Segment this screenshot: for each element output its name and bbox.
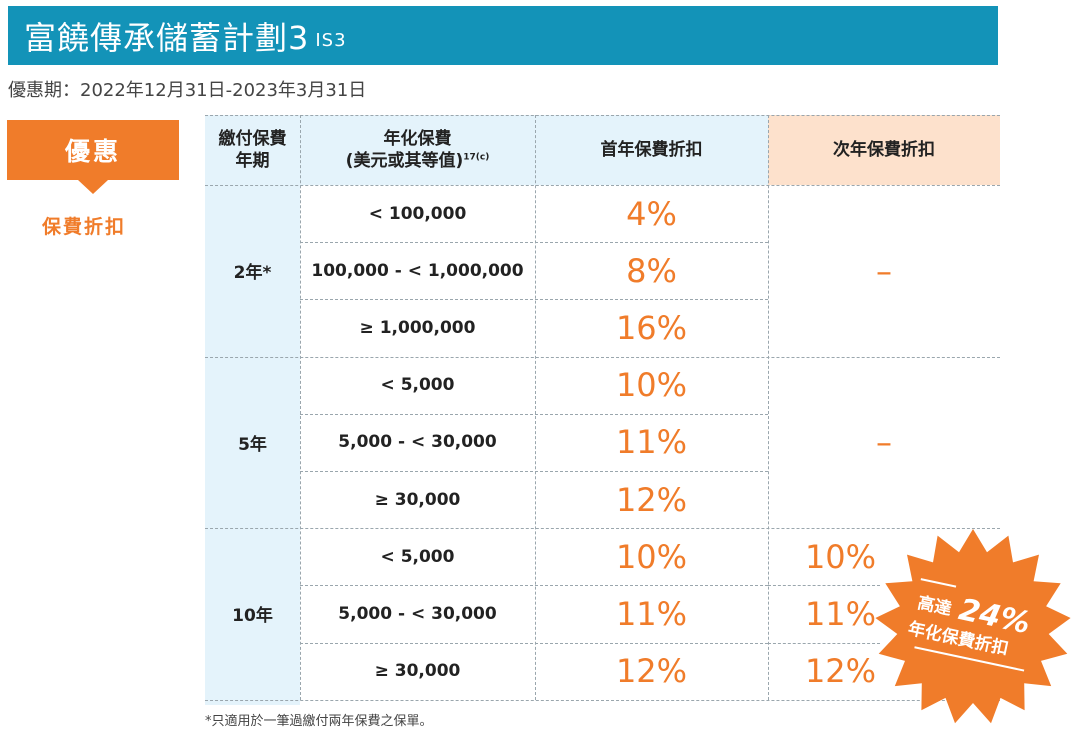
first-year-cell: 4% xyxy=(626,194,677,233)
first-year-cell: 8% xyxy=(626,251,677,290)
term-column-bg xyxy=(205,115,300,705)
header-second-year: 次年保費折扣 xyxy=(833,139,935,160)
grid-line xyxy=(205,185,1000,186)
badge-rule-bottom xyxy=(914,646,1025,672)
second-year-cell: 12% xyxy=(804,652,877,691)
grid-line xyxy=(205,528,1000,530)
offer-tag-pointer xyxy=(78,180,108,194)
starburst-shape xyxy=(875,529,1071,724)
first-year-cell: 11% xyxy=(615,594,688,633)
grid-line xyxy=(768,115,769,700)
term-cell: 2年* xyxy=(233,263,272,284)
discount-starburst-badge: 高達 24% 年化保費折扣 xyxy=(875,529,1071,724)
grid-line xyxy=(300,242,768,244)
header-premium: 年化保費 (美元或其等值)17(c) xyxy=(300,115,535,185)
first-year-cell: 12% xyxy=(615,480,688,519)
header-first-year: 首年保費折扣 xyxy=(600,139,703,160)
header-term: 繳付保費 年期 xyxy=(218,128,287,171)
header-premium-footnote-ref: 17(c) xyxy=(463,152,490,163)
grid-line xyxy=(768,585,880,587)
first-year-cell: 16% xyxy=(615,308,688,347)
premium-cell: ≥ 1,000,000 xyxy=(359,317,476,338)
badge-rule-top xyxy=(920,578,957,588)
grid-line xyxy=(300,642,768,644)
premium-cell: < 5,000 xyxy=(380,375,455,396)
premium-cell: 100,000 - < 1,000,000 xyxy=(311,260,524,281)
second-year-cell: 10% xyxy=(804,537,877,576)
promo-period: 優惠期：2022年12月31日-2023年3月31日 xyxy=(8,80,367,101)
title-bar: 富饒傳承儲蓄計劃3 IS3 xyxy=(8,6,998,65)
premium-cell: 5,000 - < 30,000 xyxy=(338,603,497,624)
plan-code: IS3 xyxy=(315,30,347,51)
first-year-cell: 11% xyxy=(615,423,688,462)
header-premium-label: 年化保費 (美元或其等值) xyxy=(345,128,464,171)
premium-cell: ≥ 30,000 xyxy=(374,489,461,510)
second-year-cell: 11% xyxy=(804,594,877,633)
first-year-cell: 10% xyxy=(615,366,688,405)
term-cell: 5年 xyxy=(238,434,267,455)
first-year-cell: 10% xyxy=(615,537,688,576)
grid-line xyxy=(300,413,768,415)
grid-line xyxy=(300,471,768,472)
offer-tag: 優惠 xyxy=(7,120,179,180)
grid-line xyxy=(300,299,768,301)
second-year-cell: – xyxy=(876,251,892,290)
footnote: *只適用於一筆過繳付兩年保費之保單。 xyxy=(205,714,433,729)
grid-line xyxy=(205,115,1000,116)
grid-line xyxy=(300,115,301,700)
premium-cell: ≥ 30,000 xyxy=(374,661,461,682)
header-premium-bg xyxy=(300,115,535,185)
header-first-year-bg xyxy=(535,115,768,185)
term-cell: 10年 xyxy=(232,606,273,627)
first-year-cell: 12% xyxy=(615,652,688,691)
plan-title: 富饒傳承儲蓄計劃3 xyxy=(24,18,310,57)
premium-cell: 5,000 - < 30,000 xyxy=(338,432,497,453)
header-second-year-bg xyxy=(768,115,1000,185)
offer-subtitle: 保費折扣 xyxy=(42,216,127,238)
grid-line xyxy=(535,115,536,700)
grid-line xyxy=(205,356,1000,358)
grid-line xyxy=(300,585,768,587)
second-year-cell: – xyxy=(876,423,892,462)
grid-line xyxy=(768,642,880,644)
grid-line xyxy=(205,699,1000,701)
premium-cell: < 5,000 xyxy=(380,546,455,567)
premium-cell: < 100,000 xyxy=(368,203,467,224)
